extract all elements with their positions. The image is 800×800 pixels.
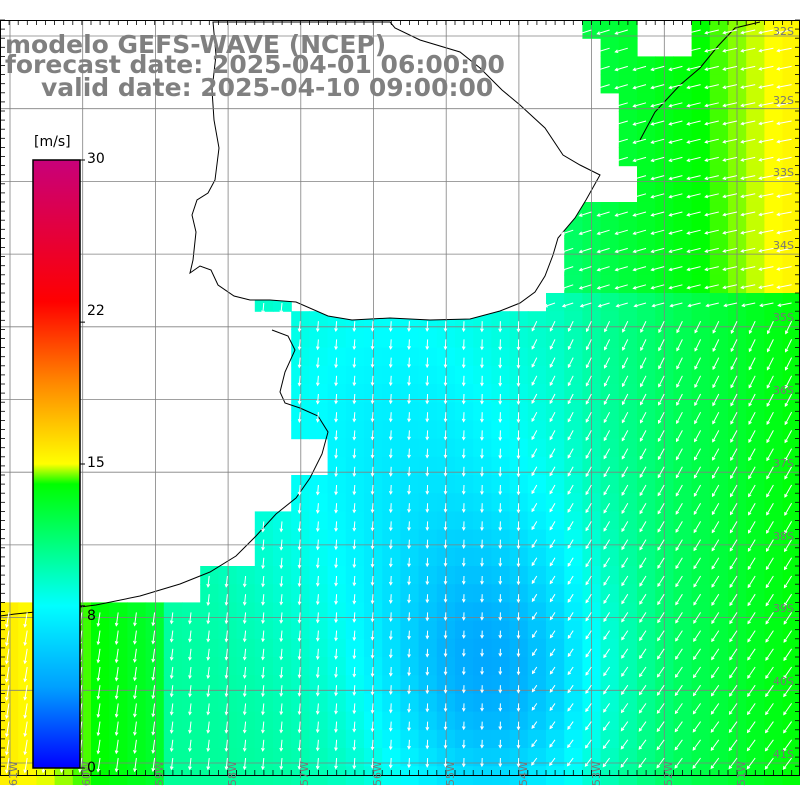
title-model: modelo GEFS-WAVE (NCEP): [5, 30, 387, 59]
lat-label-35s: 35S: [773, 311, 794, 324]
coastline: [0, 21, 761, 617]
colorbar-tick-0: 0: [87, 760, 96, 776]
lon-label-59w: 59W: [153, 761, 166, 786]
colorbar-tick-15: 15: [87, 455, 105, 471]
lat-label-32s: 32S: [773, 25, 794, 38]
title-valid-date: valid date: 2025-04-10 09:00:00: [41, 73, 494, 102]
lat-label-37s: 37S: [773, 457, 794, 470]
lat-lon-grid: [0, 20, 800, 775]
colorbar: [30, 133, 85, 769]
lon-label-53w: 53W: [590, 761, 603, 786]
title-forecast-date: forecast date: 2025-04-01 06:00:00: [5, 50, 505, 79]
colorbar-tick-8: 8: [87, 608, 96, 624]
lon-label-51w: 51W: [735, 761, 748, 786]
lon-label-54w: 54W: [517, 761, 530, 786]
lat-label-32s: 32S: [773, 94, 794, 107]
lon-label-55w: 55W: [444, 761, 457, 786]
colorbar-unit: [m/s]: [34, 134, 71, 150]
lat-label-33s: 33S: [773, 166, 794, 179]
lon-label-56w: 56W: [371, 761, 384, 786]
colorbar-tick-22: 22: [87, 303, 105, 319]
lon-label-58w: 58W: [226, 761, 239, 786]
lat-label-41s: 41S: [773, 748, 794, 761]
colorbar-tick-30: 30: [87, 151, 105, 167]
wind-arrows: [5, 29, 793, 774]
lat-label-36s: 36S: [773, 384, 794, 397]
lon-label-57w: 57W: [298, 761, 311, 786]
lat-label-40s: 40S: [773, 675, 794, 688]
lon-label-61w: 61W: [7, 761, 20, 786]
lon-label-52w: 52W: [662, 761, 675, 786]
lat-label-34s: 34S: [773, 239, 794, 252]
lat-label-39s: 39S: [773, 602, 794, 615]
wind-speed-field: [0, 20, 800, 785]
lat-label-38s: 38S: [773, 530, 794, 543]
